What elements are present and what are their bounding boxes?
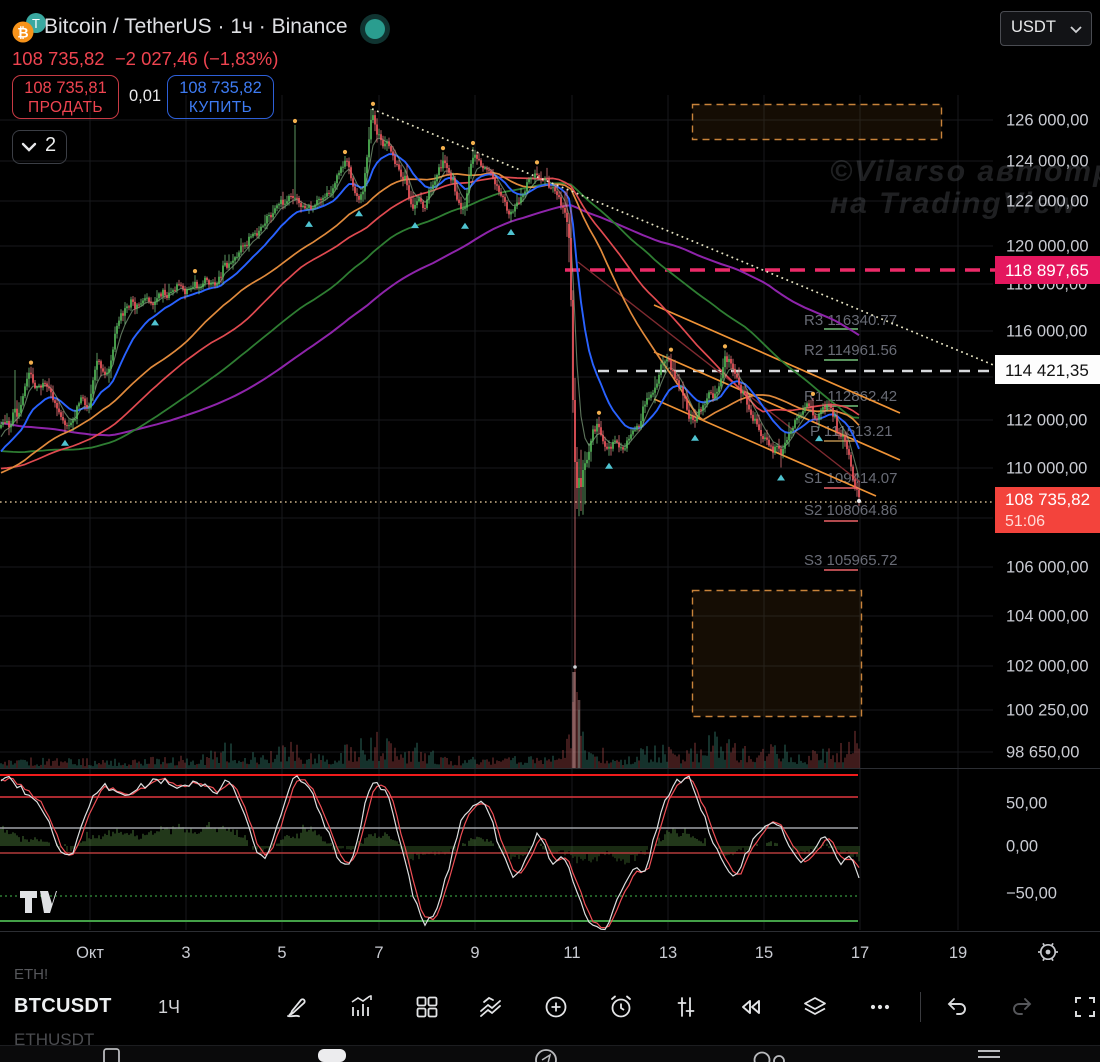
svg-text:17: 17 [851, 944, 869, 962]
svg-text:R2 114961.56: R2 114961.56 [804, 342, 897, 359]
svg-text:S3 105965.72: S3 105965.72 [804, 552, 897, 569]
svg-text:118 897,65: 118 897,65 [1005, 261, 1089, 280]
svg-text:13: 13 [659, 944, 677, 962]
svg-text:на TradingView: на TradingView [830, 187, 1078, 220]
svg-text:Окт: Окт [76, 944, 104, 962]
svg-text:112 000,00: 112 000,00 [1006, 412, 1087, 430]
svg-text:T: T [32, 16, 40, 31]
svg-text:−50,00: −50,00 [1006, 885, 1057, 903]
svg-text:102 000,00: 102 000,00 [1006, 658, 1089, 676]
svg-text:122 000,00: 122 000,00 [1006, 193, 1089, 211]
svg-text:5: 5 [277, 944, 286, 962]
svg-text:7: 7 [374, 944, 383, 962]
svg-text:₿: ₿ [17, 25, 28, 41]
svg-text:124 000,00: 124 000,00 [1006, 153, 1089, 171]
svg-text:11: 11 [563, 944, 580, 962]
svg-text:110 000,00: 110 000,00 [1006, 460, 1087, 478]
svg-text:3: 3 [181, 944, 190, 962]
svg-text:©Vilarso автотр: ©Vilarso автотр [830, 155, 1100, 188]
svg-text:108 735,82: 108 735,82 [1005, 490, 1090, 509]
svg-text:9: 9 [470, 944, 479, 962]
svg-text:S2 108064.86: S2 108064.86 [804, 502, 897, 519]
svg-text:120 000,00: 120 000,00 [1006, 238, 1089, 256]
svg-text:114 421,35: 114 421,35 [1005, 361, 1089, 380]
svg-text:51:06: 51:06 [1005, 513, 1045, 530]
svg-text:98 650,00: 98 650,00 [1006, 744, 1079, 762]
svg-text:116 000,00: 116 000,00 [1006, 323, 1087, 341]
svg-text:100 250,00: 100 250,00 [1006, 702, 1089, 720]
svg-text:19: 19 [949, 944, 967, 962]
svg-text:104 000,00: 104 000,00 [1006, 608, 1089, 626]
svg-text:50,00: 50,00 [1006, 795, 1047, 813]
svg-text:0,00: 0,00 [1006, 838, 1038, 856]
svg-text:126 000,00: 126 000,00 [1006, 112, 1089, 130]
svg-text:15: 15 [755, 944, 773, 962]
svg-text:106 000,00: 106 000,00 [1006, 559, 1089, 577]
svg-text:R3 116340.77: R3 116340.77 [804, 312, 897, 329]
